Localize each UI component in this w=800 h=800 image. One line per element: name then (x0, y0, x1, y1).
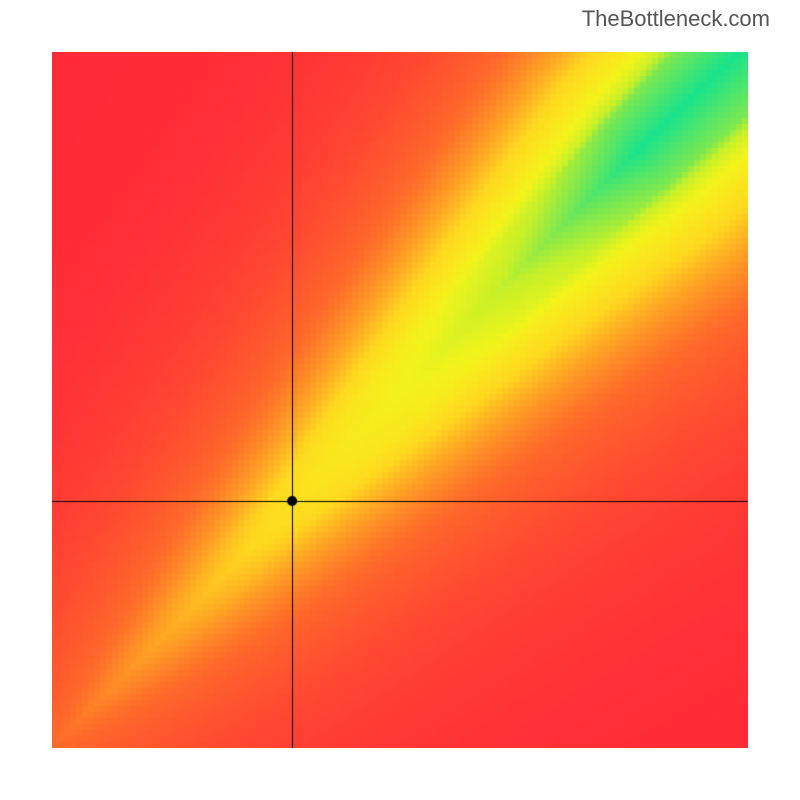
watermark-text: TheBottleneck.com (582, 6, 770, 32)
plot-area (52, 52, 748, 748)
heatmap-canvas (52, 52, 748, 748)
chart-container: TheBottleneck.com (0, 0, 800, 800)
